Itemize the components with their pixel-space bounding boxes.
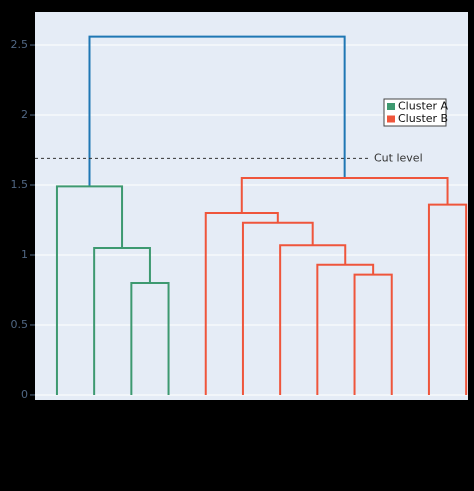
dendrogram-link: [316, 263, 375, 395]
dendrogram-link: [88, 35, 346, 187]
dendrogram-link: [204, 211, 279, 395]
dendrogram-link: [353, 273, 393, 395]
legend-label: Cluster A: [398, 100, 449, 113]
legend-swatch: [387, 115, 395, 123]
y-tick-label: 2: [21, 108, 28, 121]
dendrogram-link: [55, 185, 124, 395]
y-tick-label: 0.5: [11, 318, 29, 331]
legend-label: Cluster B: [398, 112, 448, 125]
cut-label: Cut level: [374, 151, 423, 164]
y-tick-label: 1: [21, 248, 28, 261]
legend-swatch: [387, 103, 395, 110]
dendrogram-link: [240, 177, 449, 213]
dendrogram-link: [279, 244, 347, 395]
y-tick-label: 1.5: [11, 178, 29, 191]
y-tick-label: 2.5: [11, 38, 29, 51]
plot-area: [35, 12, 468, 400]
y-tick-label: 0: [21, 388, 28, 401]
dendrogram-link: [241, 221, 314, 395]
